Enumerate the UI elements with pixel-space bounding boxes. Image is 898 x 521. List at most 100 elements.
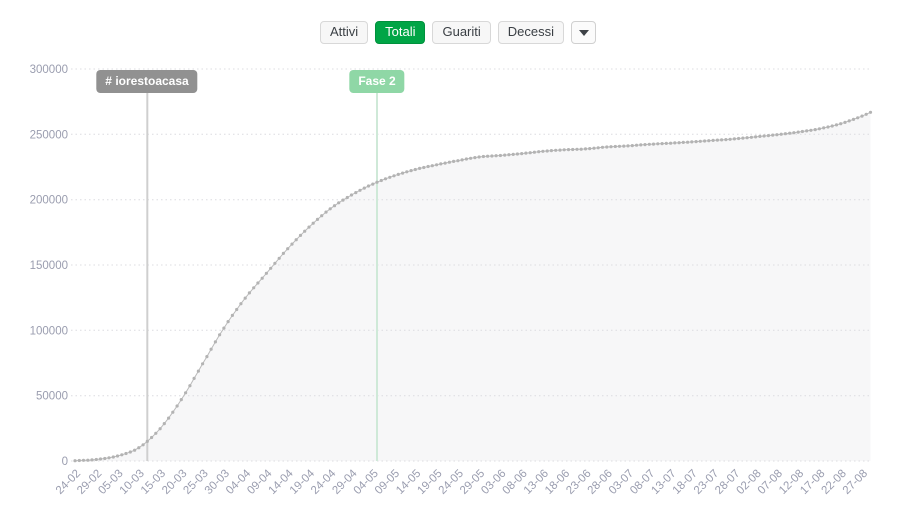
data-point-dot	[690, 140, 694, 144]
data-point-dot	[775, 133, 779, 137]
data-point-dot	[605, 145, 609, 149]
series-area-fill	[75, 112, 871, 462]
data-point-dot	[422, 165, 426, 170]
data-point-dot	[588, 147, 592, 151]
data-point-dot	[383, 177, 388, 181]
data-point-dot	[541, 149, 545, 153]
data-point-dot	[469, 156, 473, 160]
options-dropdown-button[interactable]	[571, 21, 597, 44]
data-point-dot	[673, 141, 677, 145]
y-tick-label: 300000	[30, 64, 68, 76]
data-point-dot	[473, 156, 477, 160]
data-point-dot	[486, 154, 490, 158]
data-point-dot	[630, 144, 634, 148]
data-point-dot	[235, 307, 239, 312]
data-point-dot	[396, 172, 400, 176]
data-point-dot	[184, 391, 188, 395]
data-point-dot	[511, 152, 515, 156]
data-point-dot	[315, 217, 320, 221]
data-point-dot	[843, 120, 847, 124]
data-point-dot	[73, 459, 77, 463]
data-point-dot	[490, 154, 494, 158]
data-point-dot	[822, 126, 826, 130]
data-point-dot	[252, 286, 256, 290]
data-point-dot	[443, 161, 447, 165]
filter-button-attivi[interactable]: Attivi	[319, 21, 369, 44]
data-point-dot	[664, 141, 668, 145]
data-point-dot	[579, 147, 583, 151]
data-point-dot	[498, 153, 502, 158]
data-point-dot	[600, 145, 605, 149]
data-point-dot	[452, 159, 456, 163]
data-point-dot	[133, 448, 137, 452]
data-point-dot	[583, 147, 588, 151]
filter-button-guariti[interactable]: Guariti	[432, 21, 491, 44]
data-point-dot	[213, 340, 217, 344]
data-point-dot	[256, 281, 260, 285]
data-point-dot	[430, 164, 434, 168]
data-point-dot	[520, 152, 524, 156]
data-point-dot	[222, 326, 226, 330]
data-point-dot	[111, 455, 115, 459]
data-point-dot	[124, 451, 128, 456]
data-point-dot	[311, 221, 315, 225]
data-point-dot	[107, 456, 111, 460]
data-point-dot	[120, 453, 124, 457]
data-point-dot	[613, 144, 617, 149]
data-point-dot	[826, 125, 830, 129]
data-point-dot	[847, 119, 851, 123]
data-point-dot	[626, 144, 630, 148]
data-point-dot	[260, 276, 264, 280]
data-point-dot	[830, 124, 834, 128]
data-point-dot	[175, 404, 179, 408]
data-point-dot	[345, 195, 349, 200]
data-point-dot	[766, 134, 771, 138]
data-point-dot	[669, 141, 673, 145]
data-point-dot	[303, 229, 307, 233]
data-point-dot	[805, 129, 809, 133]
data-point-dot	[698, 139, 702, 143]
data-point-dot	[358, 188, 362, 192]
x-tick-label: 27-08	[841, 468, 870, 497]
x-axis-labels: 24-0229-0205-0310-0315-0320-0325-0330-03…	[54, 467, 870, 497]
data-point-dot	[371, 182, 375, 186]
data-point-dot	[192, 376, 196, 380]
data-point-dot	[354, 191, 358, 195]
data-point-dot	[226, 320, 230, 324]
data-point-dot	[86, 458, 90, 462]
data-point-dot	[103, 456, 107, 461]
y-tick-label: 50000	[36, 391, 68, 403]
data-point-dot	[503, 153, 507, 157]
data-point-dot	[749, 135, 754, 139]
data-point-dot	[720, 138, 724, 142]
y-tick-label: 100000	[30, 325, 68, 337]
data-point-dot	[141, 443, 145, 447]
data-point-dot	[745, 136, 749, 140]
data-point-dot	[218, 333, 222, 337]
data-point-dot	[532, 150, 537, 154]
data-point-dot	[90, 458, 94, 462]
data-point-dot	[171, 410, 175, 414]
data-point-dot	[839, 122, 843, 126]
data-point-dot	[179, 398, 183, 402]
data-point-dot	[188, 384, 192, 388]
data-point-dot	[247, 291, 251, 295]
filter-button-totali[interactable]: Totali	[375, 21, 426, 44]
data-point-dot	[481, 154, 485, 159]
data-point-dot	[741, 136, 745, 140]
filter-button-decessi[interactable]: Decessi	[497, 21, 565, 44]
data-point-dot	[167, 416, 171, 420]
data-point-dot	[817, 127, 822, 131]
data-point-dot	[792, 131, 796, 135]
data-point-dot	[456, 159, 460, 163]
data-point-dot	[651, 142, 656, 146]
annotation-lines	[146, 78, 378, 461]
data-point-dot	[507, 153, 511, 157]
data-point-dot	[209, 347, 213, 351]
data-point-dot	[94, 457, 98, 462]
data-point-dot	[290, 242, 294, 246]
annotation-badge-fase2: Fase 2	[349, 70, 405, 93]
y-tick-label: 200000	[30, 195, 68, 207]
data-point-dot	[788, 131, 792, 135]
